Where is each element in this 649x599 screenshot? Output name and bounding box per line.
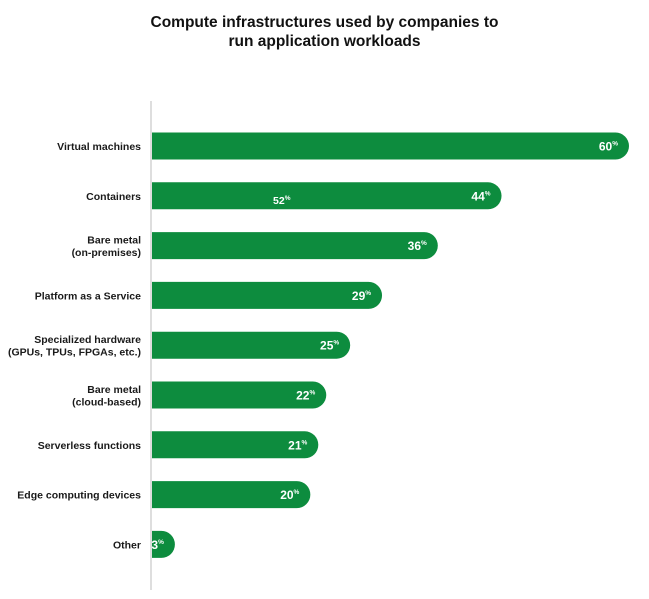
category-label-5-line-1: (cloud-based) xyxy=(72,396,141,408)
value-label-2: 36% xyxy=(408,239,427,253)
value-label-4: 25% xyxy=(320,339,339,353)
bar-8 xyxy=(152,530,175,558)
chart-title: Compute infrastructures used by companie… xyxy=(0,13,649,51)
category-label-4-line-1: (GPUs, TPUs, FPGAs, etc.) xyxy=(8,346,141,358)
bar-1 xyxy=(152,182,502,210)
category-label-2-line-0: Bare metal xyxy=(87,234,141,246)
value-label-5: 22% xyxy=(296,389,315,403)
value-label-6: 21% xyxy=(288,438,307,452)
bar-4 xyxy=(152,331,351,359)
bar-2 xyxy=(152,232,438,260)
chart-title-line-2: run application workloads xyxy=(228,33,421,50)
bar-7 xyxy=(152,481,311,509)
value-label-0: 60% xyxy=(599,140,618,154)
bar-0 xyxy=(152,132,629,160)
bar-6 xyxy=(152,431,319,459)
category-label-1: Containers xyxy=(86,191,141,203)
category-label-8: Other xyxy=(113,539,141,551)
category-label-5-line-0: Bare metal xyxy=(87,384,141,396)
category-label-4-line-0: Specialized hardware xyxy=(34,334,141,346)
value-label-1: 44% xyxy=(471,189,490,203)
value-label-7: 20% xyxy=(280,488,299,502)
category-label-2-line-1: (on-premises) xyxy=(72,247,141,259)
bar-5 xyxy=(152,381,327,409)
category-label-0: Virtual machines xyxy=(57,141,141,153)
category-label-7: Edge computing devices xyxy=(17,490,141,502)
annotation-label-0: 52% xyxy=(273,195,291,207)
value-label-3: 29% xyxy=(352,289,371,303)
chart-title-line-1: Compute infrastructures used by companie… xyxy=(150,14,499,31)
category-label-3: Platform as a Service xyxy=(35,290,141,302)
value-label-8: 3% xyxy=(151,538,164,552)
bar-3 xyxy=(152,281,383,309)
category-label-6: Serverless functions xyxy=(38,440,141,452)
